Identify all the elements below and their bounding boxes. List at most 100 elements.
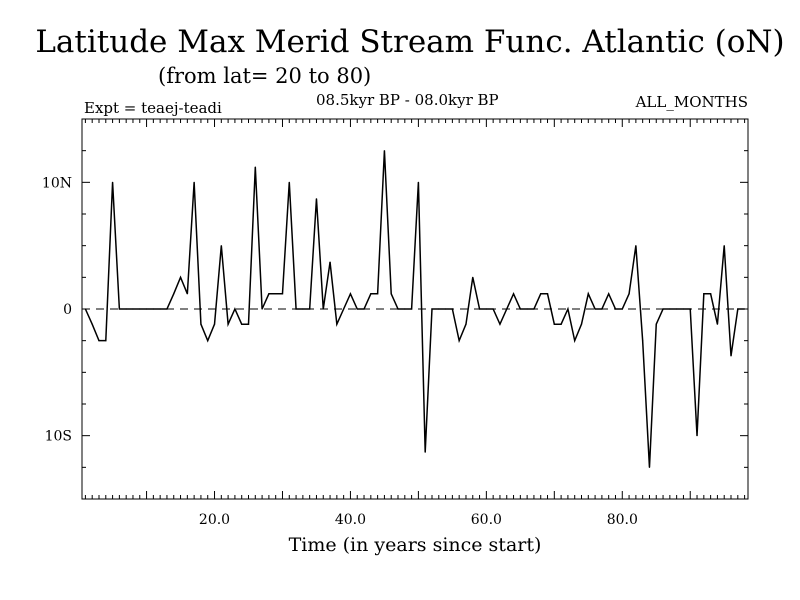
data-point [261,308,263,310]
data-point [370,293,372,295]
data-point [737,308,739,310]
data-point [302,308,304,310]
data-point [309,308,311,310]
data-point [703,293,705,295]
data-point [472,276,474,278]
data-point [152,308,154,310]
data-point [118,308,120,310]
data-point [621,308,623,310]
data-point [458,340,460,342]
data-point [662,308,664,310]
data-point [580,323,583,325]
data-point [220,245,222,247]
data-point [275,293,277,295]
data-point [628,293,630,295]
data-point [682,308,685,310]
data-point [655,323,657,325]
data-point [431,308,433,310]
data-point [227,323,229,325]
data-point [105,340,107,342]
data-point [247,323,250,325]
data-point [567,308,569,310]
period-label: 08.5kyr BP - 08.0kyr BP [316,91,499,109]
data-point [506,308,508,310]
data-point [404,308,406,310]
data-point [560,323,562,325]
data-point [608,293,610,295]
data-point [444,308,447,310]
data-point [356,308,358,310]
data-point [336,323,338,325]
data-points [84,150,746,468]
chart-title: Latitude Max Merid Stream Func. Atlantic… [35,24,785,60]
data-point [343,308,345,310]
data-point [526,308,528,310]
data-point [125,308,127,310]
data-point [478,308,481,310]
data-point [689,308,691,310]
data-point [111,181,114,183]
data-point [145,308,148,310]
data-point [417,181,419,183]
data-point [594,308,596,310]
x-axis-label: Time (in years since start) [289,534,542,556]
data-point [349,293,352,295]
data-point [288,181,290,183]
data-point [179,276,182,278]
data-point [84,308,86,310]
data-point [159,308,161,310]
data-point [533,308,535,310]
data-point [397,308,399,310]
data-point [139,308,141,310]
data-point [438,308,440,310]
data-point [485,308,487,310]
data-point [512,293,515,295]
data-point [234,308,236,310]
data-point [207,340,209,342]
data-point [390,293,392,295]
y-tick-label: 10N [42,175,72,191]
data-point [322,308,324,310]
x-tick-label: 80.0 [607,512,638,528]
data-point [451,308,453,310]
data-point [213,323,216,325]
data-point [200,323,202,325]
data-point [186,293,188,295]
data-point [254,166,256,168]
data-point [329,261,331,263]
data-point [635,245,637,247]
data-point [723,245,725,247]
experiment-label: Expt = teaej-teadi [84,99,222,117]
data-point [676,308,678,310]
data-point [166,308,168,310]
data-point [744,308,746,310]
data-point [614,308,617,310]
data-point [91,323,93,325]
months-label: ALL_MONTHS [635,93,748,111]
data-point [730,355,732,357]
data-point [648,466,651,468]
data-point [241,323,243,325]
data-point [268,293,270,295]
data-point [295,308,297,310]
data-point [424,451,426,453]
data-point [587,293,589,295]
data-point [315,198,318,200]
data-point [173,293,175,295]
data-point [98,340,100,342]
series-line [84,150,745,468]
y-tick-label: 0 [63,302,72,318]
data-point [574,340,576,342]
y-tick-label: 10S [45,429,72,445]
x-tick-label: 40.0 [335,512,366,528]
data-point [281,293,284,295]
data-point [540,293,542,295]
data-point [132,308,134,310]
data-point [669,308,671,310]
data-point [553,323,555,325]
data-point [499,323,501,325]
data-point [411,308,413,310]
x-tick-label: 60.0 [471,512,502,528]
data-point [519,308,521,310]
data-point [465,323,467,325]
